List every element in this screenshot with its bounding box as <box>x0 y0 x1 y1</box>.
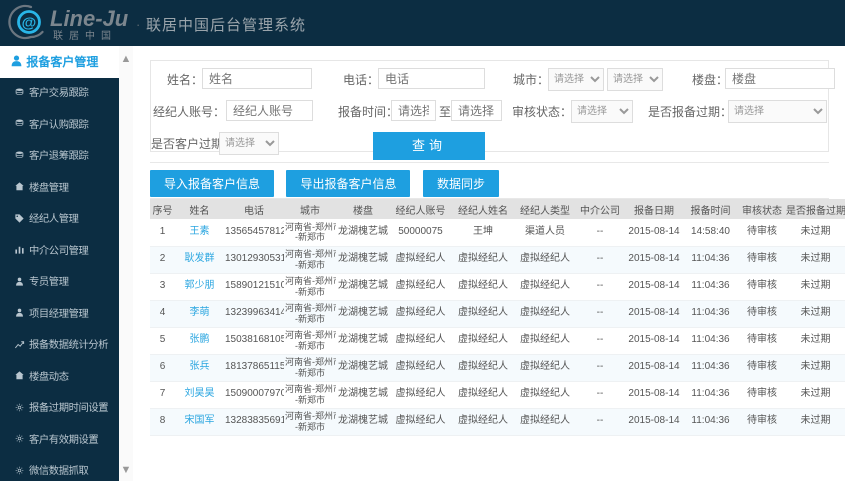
svg-text:@: @ <box>22 15 37 32</box>
